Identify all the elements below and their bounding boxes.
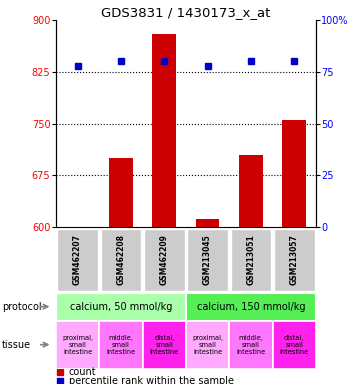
Text: distal,
small
intestine: distal, small intestine [149,334,179,355]
Text: tissue: tissue [2,339,31,350]
Bar [282,120,306,227]
Bar [231,228,271,291]
Bar [143,321,186,369]
Bar [239,155,263,227]
Text: percentile rank within the sample: percentile rank within the sample [69,376,234,384]
Bar [109,158,133,227]
Bar [56,321,99,369]
Bar [196,219,219,227]
Bar [274,228,314,291]
Text: GSM213057: GSM213057 [290,235,299,285]
Text: count: count [69,367,97,377]
Bar [273,321,316,369]
Text: proximal,
small
intestine: proximal, small intestine [62,334,93,355]
Bar [229,321,273,369]
Text: middle,
small
intestine: middle, small intestine [236,334,266,355]
Text: GSM213045: GSM213045 [203,235,212,285]
Text: GSM462208: GSM462208 [117,235,125,285]
Text: calcium, 150 mmol/kg: calcium, 150 mmol/kg [197,301,305,312]
Text: distal,
small
intestine: distal, small intestine [279,334,309,355]
Text: calcium, 50 mmol/kg: calcium, 50 mmol/kg [70,301,172,312]
Text: protocol: protocol [2,301,42,312]
Bar [186,293,316,321]
Title: GDS3831 / 1430173_x_at: GDS3831 / 1430173_x_at [101,6,271,19]
Text: GSM462207: GSM462207 [73,235,82,285]
Bar [99,321,143,369]
Text: GSM213051: GSM213051 [247,235,255,285]
Bar [144,228,184,291]
Text: middle,
small
intestine: middle, small intestine [106,334,136,355]
Bar [101,228,141,291]
Bar [152,34,176,227]
Bar [57,228,98,291]
Bar [56,293,186,321]
Text: GSM462209: GSM462209 [160,235,169,285]
Text: proximal,
small
intestine: proximal, small intestine [192,334,223,355]
Bar [187,228,228,291]
Bar [186,321,229,369]
